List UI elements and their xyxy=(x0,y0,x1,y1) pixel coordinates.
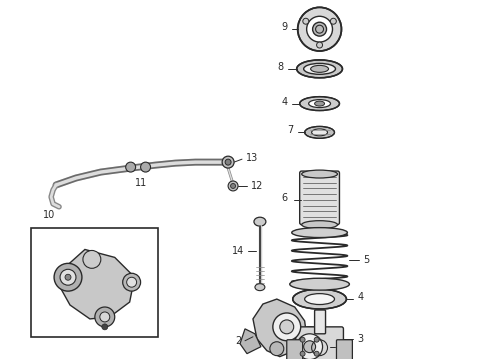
Circle shape xyxy=(122,273,141,291)
Ellipse shape xyxy=(254,217,266,226)
Circle shape xyxy=(83,251,101,268)
Circle shape xyxy=(270,342,284,356)
Text: 12: 12 xyxy=(251,181,263,191)
Circle shape xyxy=(65,274,71,280)
Ellipse shape xyxy=(300,96,340,111)
Text: 14: 14 xyxy=(232,247,244,256)
Text: 13: 13 xyxy=(246,153,258,163)
Text: 2: 2 xyxy=(235,336,241,346)
Polygon shape xyxy=(240,329,261,354)
Circle shape xyxy=(280,320,294,334)
Circle shape xyxy=(100,312,110,322)
Text: 6: 6 xyxy=(282,193,288,203)
Ellipse shape xyxy=(302,170,338,178)
FancyBboxPatch shape xyxy=(315,310,325,334)
FancyBboxPatch shape xyxy=(337,340,352,360)
Circle shape xyxy=(228,181,238,191)
Text: 11: 11 xyxy=(134,178,147,188)
Circle shape xyxy=(317,42,322,48)
Circle shape xyxy=(307,16,333,42)
Ellipse shape xyxy=(305,294,335,305)
Circle shape xyxy=(102,324,108,330)
Polygon shape xyxy=(60,249,135,319)
Ellipse shape xyxy=(290,278,349,290)
Polygon shape xyxy=(253,299,307,357)
Text: 9: 9 xyxy=(282,22,288,32)
Circle shape xyxy=(95,307,115,327)
Text: 8: 8 xyxy=(278,62,284,72)
Ellipse shape xyxy=(292,228,347,238)
Circle shape xyxy=(297,334,322,360)
Circle shape xyxy=(231,184,236,188)
Circle shape xyxy=(225,159,231,165)
Circle shape xyxy=(298,7,342,51)
Ellipse shape xyxy=(297,60,343,78)
Circle shape xyxy=(222,156,234,168)
Circle shape xyxy=(313,22,326,36)
Text: 5: 5 xyxy=(363,255,369,265)
Ellipse shape xyxy=(311,66,328,72)
Text: 4: 4 xyxy=(357,292,364,302)
Ellipse shape xyxy=(315,101,324,106)
Ellipse shape xyxy=(304,63,336,74)
Circle shape xyxy=(300,351,305,356)
Text: 7: 7 xyxy=(288,125,294,135)
Ellipse shape xyxy=(312,129,327,136)
Circle shape xyxy=(290,327,329,360)
Circle shape xyxy=(303,18,309,24)
Circle shape xyxy=(60,269,76,285)
Text: 1: 1 xyxy=(340,340,345,350)
Text: 4: 4 xyxy=(282,96,288,107)
Circle shape xyxy=(127,277,137,287)
Circle shape xyxy=(125,162,136,172)
Text: 10: 10 xyxy=(43,210,55,220)
Circle shape xyxy=(141,162,150,172)
Circle shape xyxy=(54,264,82,291)
FancyBboxPatch shape xyxy=(287,340,303,360)
Ellipse shape xyxy=(309,100,331,108)
Ellipse shape xyxy=(305,126,335,138)
Ellipse shape xyxy=(302,221,338,229)
Circle shape xyxy=(304,341,316,353)
FancyBboxPatch shape xyxy=(295,327,343,360)
Circle shape xyxy=(330,18,336,24)
Circle shape xyxy=(273,313,301,341)
Ellipse shape xyxy=(255,284,265,291)
Circle shape xyxy=(300,337,305,342)
Text: 3: 3 xyxy=(357,334,364,344)
FancyBboxPatch shape xyxy=(300,171,340,225)
Circle shape xyxy=(314,351,319,356)
Circle shape xyxy=(314,337,319,342)
Ellipse shape xyxy=(293,289,346,309)
